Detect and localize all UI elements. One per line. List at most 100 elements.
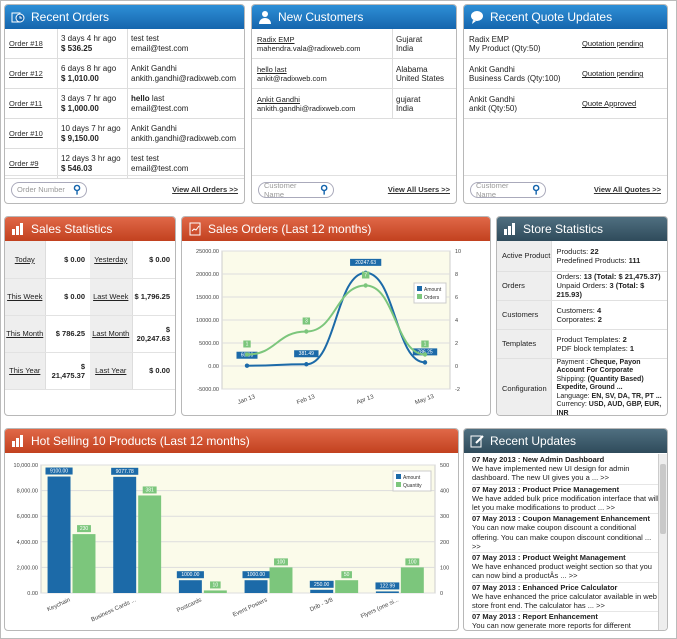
quote-status-link[interactable]: Quote Approved [582, 99, 637, 108]
bar [203, 590, 227, 593]
order-number-search[interactable]: Order Number ⚲ [11, 181, 87, 198]
configuration-label: Configuration [497, 358, 552, 415]
quote-status-link[interactable]: Quotation pending [582, 69, 644, 78]
update-item[interactable]: 07 May 2013 : Product Price Management We… [472, 485, 659, 515]
customer-state: Alabama [396, 64, 428, 74]
data-point [304, 362, 309, 367]
period-link[interactable]: Today [5, 241, 46, 279]
order-email: email@test.com [131, 103, 189, 113]
data-label: 10 [213, 582, 219, 588]
order-link[interactable]: Order #9 [9, 159, 39, 168]
recent-updates-header: Recent Updates [464, 429, 667, 453]
period-link[interactable]: This Year [5, 352, 46, 390]
recent-orders-header: Recent Orders [5, 5, 244, 29]
period-value: $ 786.25 [45, 315, 90, 353]
data-label: 381.49 [299, 351, 315, 357]
order-email: email@test.com [131, 43, 189, 53]
currency-value: USD, AUD, GBP, EUR, INR [556, 401, 662, 416]
customer-name-link[interactable]: Ankit Gandhi [257, 94, 300, 104]
data-label: 1 [246, 342, 249, 348]
quote-customer-search[interactable]: Customer Name ⚲ [470, 181, 546, 199]
y-tick-label: 10,000.00 [14, 463, 38, 469]
order-link[interactable]: Order #10 [9, 129, 43, 138]
y-tick-label: 0.00 [208, 364, 219, 370]
bar [269, 567, 293, 593]
view-all-quotes-link[interactable]: View All Quotes >> [593, 185, 661, 194]
update-heading: 07 May 2013 : New Admin Dashboard [472, 455, 605, 464]
y2-tick-label: 10 [455, 249, 461, 255]
quote-status-link[interactable]: Quotation pending [582, 39, 644, 48]
payment-label: Payment : [556, 358, 589, 366]
x-tick-label: Flyers (one si... [360, 597, 400, 620]
order-customer-name: Ankit Gandhi [131, 64, 244, 74]
recent-orders-footer: Order Number ⚲ View All Orders >> [5, 175, 244, 203]
store-statistics-header: Store Statistics [497, 217, 667, 241]
sales-statistics-title: Sales Statistics [31, 222, 113, 236]
order-link[interactable]: Order #12 [9, 69, 43, 78]
y-tick-label: 20000.00 [196, 272, 219, 278]
plot-area [40, 464, 436, 594]
unpaid-total: (Total: $ 215.93) [556, 281, 645, 299]
period-link[interactable]: Last Year [90, 352, 133, 390]
bar [47, 476, 71, 593]
y2-tick-label: 2 [455, 341, 458, 347]
hot-selling-chart: 0.00 2,000.00 4,000.00 6,000.00 8,000.00 10,0… [14, 463, 450, 623]
customer-search-placeholder: Customer Name [264, 180, 297, 199]
period-link[interactable]: Last Month [90, 315, 133, 353]
update-item[interactable]: 07 May 2013 : Product Weight Management W… [472, 553, 659, 583]
customer-email: ankith.gandhi@radixweb.com [257, 103, 356, 113]
order-link[interactable]: Order #11 [9, 99, 43, 108]
y-tick-label: 4,000.00 [17, 540, 38, 546]
data-label: 1000.00 [247, 572, 265, 578]
data-label-bg [242, 571, 270, 579]
order-customer-name: Ankit Gandhi [131, 124, 244, 134]
customer-name-link[interactable]: hello last [257, 64, 287, 74]
update-item[interactable]: 07 May 2013 : New Admin Dashboard We have… [472, 455, 659, 485]
data-point [304, 329, 309, 334]
sales-orders-header: Sales Orders (Last 12 months) [182, 217, 490, 241]
unpaid-count: 3 [609, 281, 614, 290]
data-label-bg [142, 486, 157, 494]
order-time: 10 days 7 hr ago [61, 123, 121, 133]
customer-name-search[interactable]: Customer Name ⚲ [258, 180, 334, 199]
period-value: $ 1,796.25 [132, 278, 175, 316]
customer-row: Ankit Gandhi ankith.gandhi@radixweb.com g… [252, 89, 456, 119]
order-customer: test test email@test.com [127, 149, 244, 178]
hot-selling-header: Hot Selling 10 Products (Last 12 months) [5, 429, 458, 453]
data-point [363, 283, 368, 288]
data-point [422, 360, 428, 365]
period-link[interactable]: This Week [5, 278, 46, 316]
y2-tick-label: 0 [440, 591, 443, 597]
period-link[interactable]: Yesterday [90, 241, 133, 279]
view-all-orders-link[interactable]: View All Orders >> [172, 185, 238, 194]
order-amount: $ 1,000.00 [61, 103, 99, 113]
active-product-label: Active Product [497, 241, 552, 272]
customer-state: Gujarat [396, 34, 423, 44]
order-amount: $ 536.25 [61, 43, 93, 53]
order-link[interactable]: Order #18 [9, 39, 43, 48]
data-label: 250.00 [314, 582, 330, 588]
view-all-users-link[interactable]: View All Users >> [387, 185, 450, 194]
update-item[interactable]: 07 May 2013 : Report Enhancement You can … [472, 612, 659, 630]
hot-selling-icon [11, 434, 25, 448]
bar [113, 476, 137, 593]
x-tick-label: Business Cards ... [90, 597, 137, 623]
search-icon[interactable]: ⚲ [529, 182, 543, 197]
updates-scrollbar[interactable] [658, 454, 667, 630]
customer-full: test test [131, 33, 160, 43]
order-time: 3 days 7 hr ago [61, 93, 117, 103]
orders-line-label: Orders: [556, 272, 582, 281]
search-icon[interactable]: ⚲ [70, 182, 84, 197]
customers-count: 4 [596, 305, 602, 315]
customer-name-link[interactable]: Radix EMP [257, 34, 295, 44]
update-item[interactable]: 07 May 2013 : Coupon Management Enhancem… [472, 514, 659, 554]
scrollbar-thumb[interactable] [660, 464, 666, 534]
update-item[interactable]: 07 May 2013 : Enhanced Price Calculator W… [472, 583, 659, 613]
order-customer-name: test test [131, 154, 244, 164]
templates-label: Templates [497, 329, 552, 359]
shipping-label: Shipping: [556, 375, 586, 383]
search-icon[interactable]: ⚲ [317, 182, 331, 197]
period-link[interactable]: Last Week [90, 278, 133, 316]
data-label-bg [309, 580, 334, 588]
period-link[interactable]: This Month [5, 315, 46, 353]
